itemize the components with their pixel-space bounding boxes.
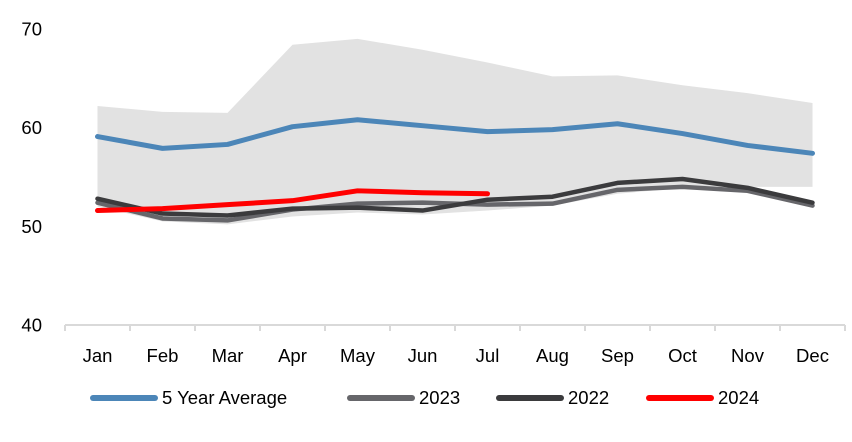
legend-swatch (90, 395, 158, 401)
legend-item-2022: 2022 (496, 384, 609, 412)
legend-swatch (347, 395, 415, 401)
series-line-5-year-average (95, 117, 815, 156)
x-axis-label: Aug (536, 345, 569, 366)
x-axis-label: Jun (408, 345, 438, 366)
legend-item-2024: 2024 (646, 384, 759, 412)
x-axis-label: Apr (278, 345, 307, 366)
y-axis-label: 50 (21, 216, 42, 237)
legend-label: 2023 (419, 387, 461, 408)
legend-item-5-year-average: 5 Year Average (90, 384, 287, 412)
legend-label: 5 Year Average (162, 387, 288, 408)
series-line-2024 (95, 188, 490, 214)
y-axis-label: 40 (21, 315, 42, 336)
x-axis-label: Sep (601, 345, 634, 366)
x-axis-label: Feb (147, 345, 179, 366)
x-axis-label: Oct (668, 345, 697, 366)
x-axis-label: May (340, 345, 376, 366)
legend-label: 2024 (718, 387, 760, 408)
x-axis-label: Mar (212, 345, 244, 366)
y-axis-label: 60 (21, 117, 42, 138)
legend-label: 2022 (568, 387, 610, 408)
y-axis-label: 70 (21, 19, 42, 40)
legend-item-2023: 2023 (347, 384, 460, 412)
legend-swatch (646, 395, 714, 401)
series-line-2022 (95, 176, 815, 218)
legend-swatch (496, 395, 564, 401)
range-band (97, 38, 813, 225)
x-axis-label: Nov (731, 345, 765, 366)
x-axis-label: Jul (476, 345, 500, 366)
plot-area: 70 60 50 40 Jan Feb Mar Apr May Jun Jul Aug Sep Oct No… (21, 19, 846, 366)
legend: 5 Year Average 2023 2022 2024 (0, 384, 852, 414)
x-axis-label: Dec (796, 345, 829, 366)
x-axis-label: Jan (83, 345, 113, 366)
